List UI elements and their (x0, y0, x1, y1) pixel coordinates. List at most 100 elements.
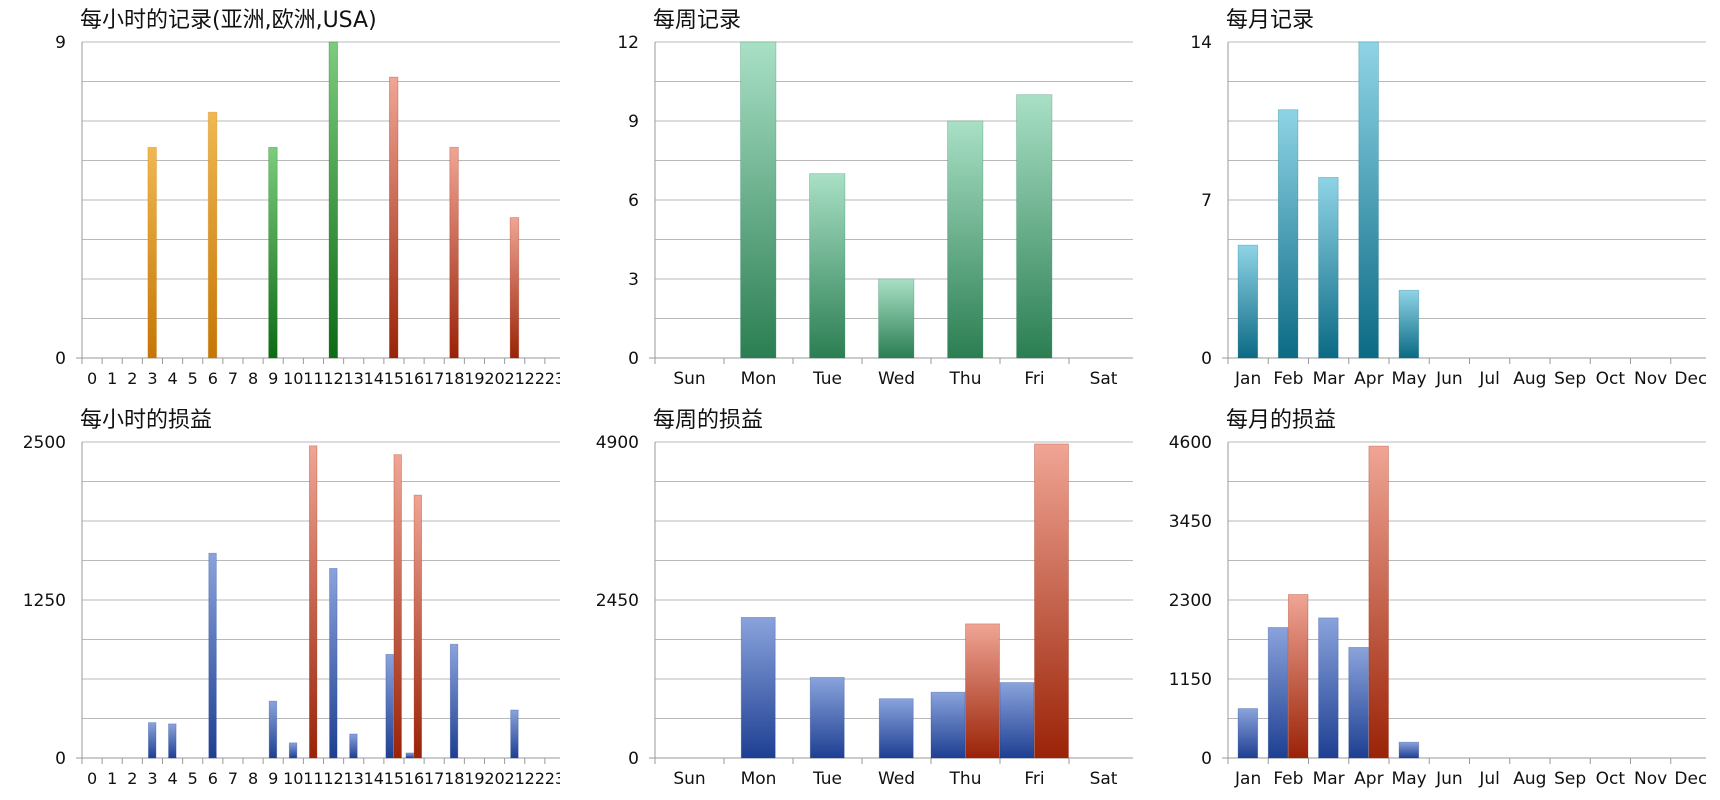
bars (1237, 41, 1420, 359)
x-tick-label: 13 (344, 769, 364, 788)
bars (1237, 445, 1420, 759)
bar-Feb (1267, 627, 1289, 759)
x-tick-label: Jan (1234, 369, 1261, 389)
y-tick-label: 0 (1201, 349, 1212, 369)
x-tick-labels: Sun Mon Tue Wed Thu Fri Sat (654, 358, 1118, 389)
bar-Fri (999, 682, 1035, 759)
x-tick-label: 21 (505, 369, 525, 388)
x-tick-label: 23 (545, 769, 560, 788)
x-tick-label: 8 (248, 769, 258, 788)
chart-title: 每月的损益 (1226, 408, 1336, 433)
x-tick-label: 10 (283, 369, 303, 388)
x-tick-label: 20 (484, 369, 504, 388)
x-tick-label: Apr (1354, 369, 1383, 389)
x-tick-label: 0 (87, 369, 97, 388)
bar-May (1398, 741, 1420, 759)
bar-Thu (930, 691, 966, 759)
bar-15 (389, 76, 399, 359)
bar-Fri (1016, 94, 1053, 359)
x-tick-labels: Jan Feb Mar Apr May Jun Jul Aug Sep Oct Nov Dec (1227, 758, 1706, 789)
y-tick-label: 4600 (1169, 433, 1212, 453)
x-tick-label: 2 (127, 769, 137, 788)
x-tick-label: 11 (303, 369, 323, 388)
x-tick-label: Thu (949, 769, 982, 789)
y-tick-label: 2450 (596, 591, 639, 611)
hourly-records-panel: 每小时的记录(亚洲,欧洲,USA) 0 9 0 1 2 3 4 5 6 7 8 9 10 11 12 13 14 1… (0, 0, 560, 400)
x-tick-label: 0 (87, 769, 97, 788)
x-tick-label: Feb (1273, 369, 1303, 389)
y-tick-label: 9 (628, 112, 639, 132)
x-tick-labels: 01234567891011121314151617181920212223 (81, 358, 560, 388)
x-tick-label: Sun (673, 769, 705, 789)
y-tick-labels: 0 3 6 9 12 (617, 33, 639, 369)
x-tick-label: 21 (505, 769, 525, 788)
bar-Tue (809, 173, 846, 359)
x-tick-label: Tue (812, 769, 842, 789)
x-tick-label: Oct (1596, 769, 1626, 789)
bar-Mar (1318, 617, 1339, 759)
bar-Jan (1237, 244, 1259, 359)
y-tick-label: 6 (628, 191, 639, 211)
y-tick-label: 3 (628, 270, 639, 290)
x-tick-label: 17 (424, 769, 444, 788)
x-tick-label: 6 (208, 369, 218, 388)
bar-13 (349, 733, 358, 759)
bar-Feb (1287, 594, 1309, 759)
x-tick-label: Nov (1634, 769, 1667, 789)
x-tick-label: Jul (1478, 369, 1500, 389)
x-tick-label: Apr (1354, 769, 1383, 789)
bar-15 (385, 653, 394, 759)
bar-6 (207, 111, 218, 359)
bar-11 (309, 445, 318, 759)
y-tick-label: 9 (55, 33, 66, 53)
gridlines (1228, 41, 1706, 359)
y-tick-label: 1150 (1169, 670, 1212, 690)
bar-Apr (1368, 445, 1389, 759)
x-tick-label: 13 (344, 369, 364, 388)
x-tick-label: 7 (228, 769, 238, 788)
hourly-profit-loss-panel: 每小时的损益 0 1250 2500 0 1 2 3 4 5 6 7 8 9 10 11 12 13 14 15 16 1… (0, 400, 560, 800)
chart-title: 每月记录 (1226, 8, 1314, 33)
bar-15 (393, 454, 402, 759)
bar-12 (329, 567, 338, 759)
x-tick-label: 1 (107, 769, 117, 788)
x-tick-label: Jan (1234, 769, 1261, 789)
bar-6 (208, 552, 217, 759)
x-tick-label: 1 (107, 369, 117, 388)
y-tick-label: 14 (1190, 33, 1212, 53)
bar-Apr (1358, 41, 1379, 359)
hourly-records-chart: 每小时的记录(亚洲,欧洲,USA)090 1 2 3 4 5 6 7 8 9 10 11 12 13 14 1… (55, 8, 560, 388)
x-tick-label: Aug (1513, 369, 1546, 389)
bar-Mon (740, 41, 777, 359)
x-tick-label: Thu (949, 369, 982, 389)
bar-12 (328, 41, 338, 359)
x-tick-label: 4 (167, 769, 177, 788)
x-tick-label: Aug (1513, 769, 1546, 789)
x-tick-label: Sep (1554, 369, 1586, 389)
bar-9 (268, 700, 278, 759)
x-tick-labels: 01234567891011121314151617181920212223 (81, 758, 560, 788)
x-tick-label: 14 (364, 369, 384, 388)
chart-title: 每周记录 (653, 8, 741, 33)
x-tick-label: 5 (188, 369, 198, 388)
y-tick-label: 1250 (23, 591, 66, 611)
x-tick-label: 15 (384, 769, 404, 788)
bars (147, 41, 520, 359)
x-tick-label: May (1392, 369, 1427, 389)
x-tick-label: Sun (673, 369, 705, 389)
x-tick-label: 16 (404, 369, 424, 388)
x-tick-label: Mon (741, 769, 777, 789)
y-tick-label: 0 (628, 349, 639, 369)
x-tick-label: 20 (484, 769, 504, 788)
x-tick-label: Dec (1674, 369, 1706, 389)
bar-May (1398, 289, 1420, 359)
x-tick-label: 15 (384, 369, 404, 388)
bar-10 (288, 742, 298, 759)
x-tick-label: 18 (444, 769, 464, 788)
x-tick-label: Oct (1596, 369, 1626, 389)
x-tick-label: Fri (1024, 369, 1044, 389)
bar-Thu (947, 120, 984, 359)
x-tick-label: Tue (812, 369, 842, 389)
